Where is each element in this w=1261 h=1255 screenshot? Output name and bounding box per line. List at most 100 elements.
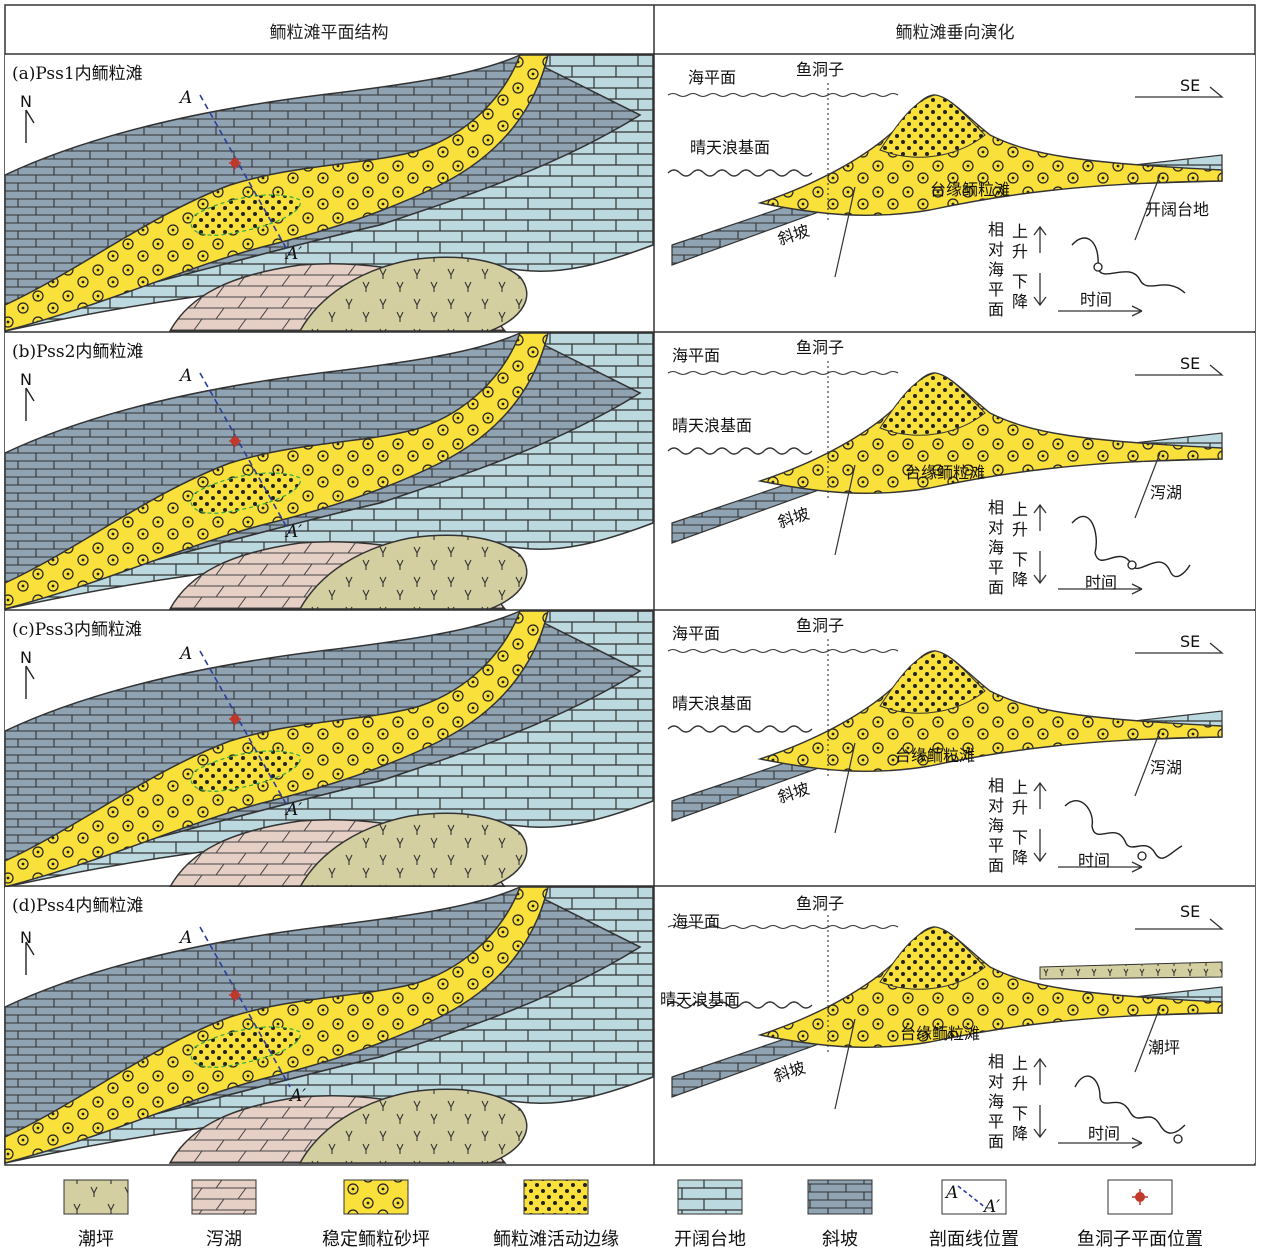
sea-level-label: 海平面 <box>672 912 720 931</box>
legend-label-section-line: 剖面线位置 <box>929 1229 1019 1250</box>
rsl-4: 平 <box>988 558 1004 577</box>
rise-1: 上 <box>1012 500 1028 519</box>
fall-2: 降 <box>1012 848 1028 867</box>
rsl-5: 面 <box>988 578 1004 597</box>
legend-swatch-tidal-flat <box>63 1179 129 1215</box>
direction-label: SE <box>1180 354 1200 373</box>
rsl-curve <box>1071 237 1186 294</box>
section-start-label: A <box>178 644 192 664</box>
sea-level-label: 海平面 <box>688 68 736 87</box>
zone-label: 泻湖 <box>1150 758 1182 777</box>
legend-swatch-stable-shoal <box>343 1179 409 1215</box>
rise-1: 上 <box>1012 222 1028 241</box>
north-label: N <box>20 928 32 947</box>
well-label: 鱼洞子 <box>796 616 844 635</box>
rsl-1: 相 <box>988 220 1004 239</box>
zone-label: 开阔台地 <box>1145 200 1209 219</box>
fall-1: 下 <box>1012 828 1028 847</box>
legend-label-lagoon: 泻湖 <box>206 1229 242 1250</box>
panel-d-label: (d)Pss4内鲕粒滩 <box>12 896 143 916</box>
panel-a-label: (a)Pss1内鲕粒滩 <box>12 64 143 84</box>
rsl-5: 面 <box>988 1132 1004 1151</box>
shoal-label: 台缘鲕粒滩 <box>930 180 1010 199</box>
panel-b: (b)Pss2内鲕粒滩 N A A′ 海平面 鱼洞子 晴天浪基面 SE 台缘鲕粒… <box>4 332 1256 610</box>
sea-level-label: 海平面 <box>672 346 720 365</box>
rsl-3: 海 <box>988 1092 1004 1111</box>
fwwb-label: 晴天浪基面 <box>672 694 752 713</box>
rsl-5: 面 <box>988 300 1004 319</box>
fall-1: 下 <box>1012 550 1028 569</box>
rsl-marker <box>1127 560 1137 570</box>
section-end-label: A′ <box>284 244 302 264</box>
fwwb-label: 晴天浪基面 <box>672 416 752 435</box>
fwwb-label: 晴天浪基面 <box>660 990 740 1009</box>
rsl-1: 相 <box>988 776 1004 795</box>
shoal-label: 台缘鲕粒滩 <box>895 746 975 765</box>
rsl-2: 对 <box>988 240 1004 259</box>
legend-swatch-open-platform <box>677 1179 743 1215</box>
legend-swatch-slope <box>807 1179 873 1215</box>
time-label: 时间 <box>1085 573 1117 592</box>
shoal-label: 台缘鲕粒滩 <box>900 1024 980 1043</box>
rsl-4: 平 <box>988 280 1004 299</box>
legend-label-well-location: 鱼洞子平面位置 <box>1077 1229 1203 1250</box>
north-label: N <box>20 648 32 667</box>
section-start-label: A <box>178 928 192 948</box>
well-label: 鱼洞子 <box>796 338 844 357</box>
panel-c-label: (c)Pss3内鲕粒滩 <box>12 620 142 640</box>
section-start-label: A <box>178 88 192 108</box>
time-label: 时间 <box>1080 290 1112 309</box>
legend-label-slope: 斜坡 <box>822 1229 858 1250</box>
rsl-4: 平 <box>988 836 1004 855</box>
direction-label: SE <box>1180 632 1200 651</box>
rsl-1: 相 <box>988 1052 1004 1071</box>
rsl-marker <box>1137 851 1147 861</box>
direction-label: SE <box>1180 76 1200 95</box>
well-label: 鱼洞子 <box>796 894 844 913</box>
rise-1: 上 <box>1012 1054 1028 1073</box>
legend-swatch-lagoon <box>191 1179 257 1215</box>
fall-1: 下 <box>1012 1104 1028 1123</box>
rsl-2: 对 <box>988 796 1004 815</box>
direction-label: SE <box>1180 902 1200 921</box>
rise-1: 上 <box>1012 778 1028 797</box>
section-end-label: A′ <box>284 522 302 542</box>
legend-section-a-prime: A′ <box>982 1197 1000 1217</box>
rsl-3: 海 <box>988 538 1004 557</box>
rsl-curve <box>1064 800 1183 859</box>
sea-level-label: 海平面 <box>672 624 720 643</box>
rsl-5: 面 <box>988 856 1004 875</box>
legend-label-open-platform: 开阔台地 <box>674 1229 746 1250</box>
fwwb-label: 晴天浪基面 <box>690 138 770 157</box>
section-end-label: A′ <box>284 800 302 820</box>
fall-2: 降 <box>1012 292 1028 311</box>
legend-label-stable-shoal: 稳定鲕粒砂坪 <box>322 1229 430 1250</box>
header-right: 鲕粒滩垂向演化 <box>896 23 1015 43</box>
section-end-label: A′ <box>288 1086 306 1106</box>
rsl-3: 海 <box>988 816 1004 835</box>
rsl-marker <box>1093 262 1103 272</box>
rsl-3: 海 <box>988 260 1004 279</box>
panel-b-label: (b)Pss2内鲕粒滩 <box>12 342 143 362</box>
legend-label-tidal-flat: 潮坪 <box>78 1229 114 1250</box>
north-label: N <box>20 370 32 389</box>
legend-section-a: A <box>944 1183 958 1203</box>
shoal-label: 台缘鲕粒滩 <box>905 463 985 482</box>
time-label: 时间 <box>1078 851 1110 870</box>
panel-a: (a)Pss1内鲕粒滩 N A A′ 海平面 鱼洞子 晴天浪基面 SE 台缘鲕粒… <box>4 54 1256 332</box>
fall-1: 下 <box>1012 272 1028 291</box>
north-label: N <box>20 92 32 111</box>
rise-2: 升 <box>1012 242 1028 261</box>
section-start-label: A <box>178 366 192 386</box>
rsl-1: 相 <box>988 498 1004 517</box>
legend: 潮坪 泻湖 稳定鲕粒砂坪 鲕粒滩活动边缘 开阔台地 斜坡 A A′ 剖面线位置 … <box>63 1179 1203 1250</box>
rise-2: 升 <box>1012 1074 1028 1093</box>
rsl-curve <box>1074 1075 1186 1134</box>
legend-swatch-active-margin <box>523 1179 589 1215</box>
rsl-2: 对 <box>988 518 1004 537</box>
legend-swatch-section-line <box>941 1179 1007 1215</box>
zone-label: 泻湖 <box>1150 483 1182 502</box>
well-label: 鱼洞子 <box>796 60 844 79</box>
legend-label-active-margin: 鲕粒滩活动边缘 <box>493 1229 619 1250</box>
